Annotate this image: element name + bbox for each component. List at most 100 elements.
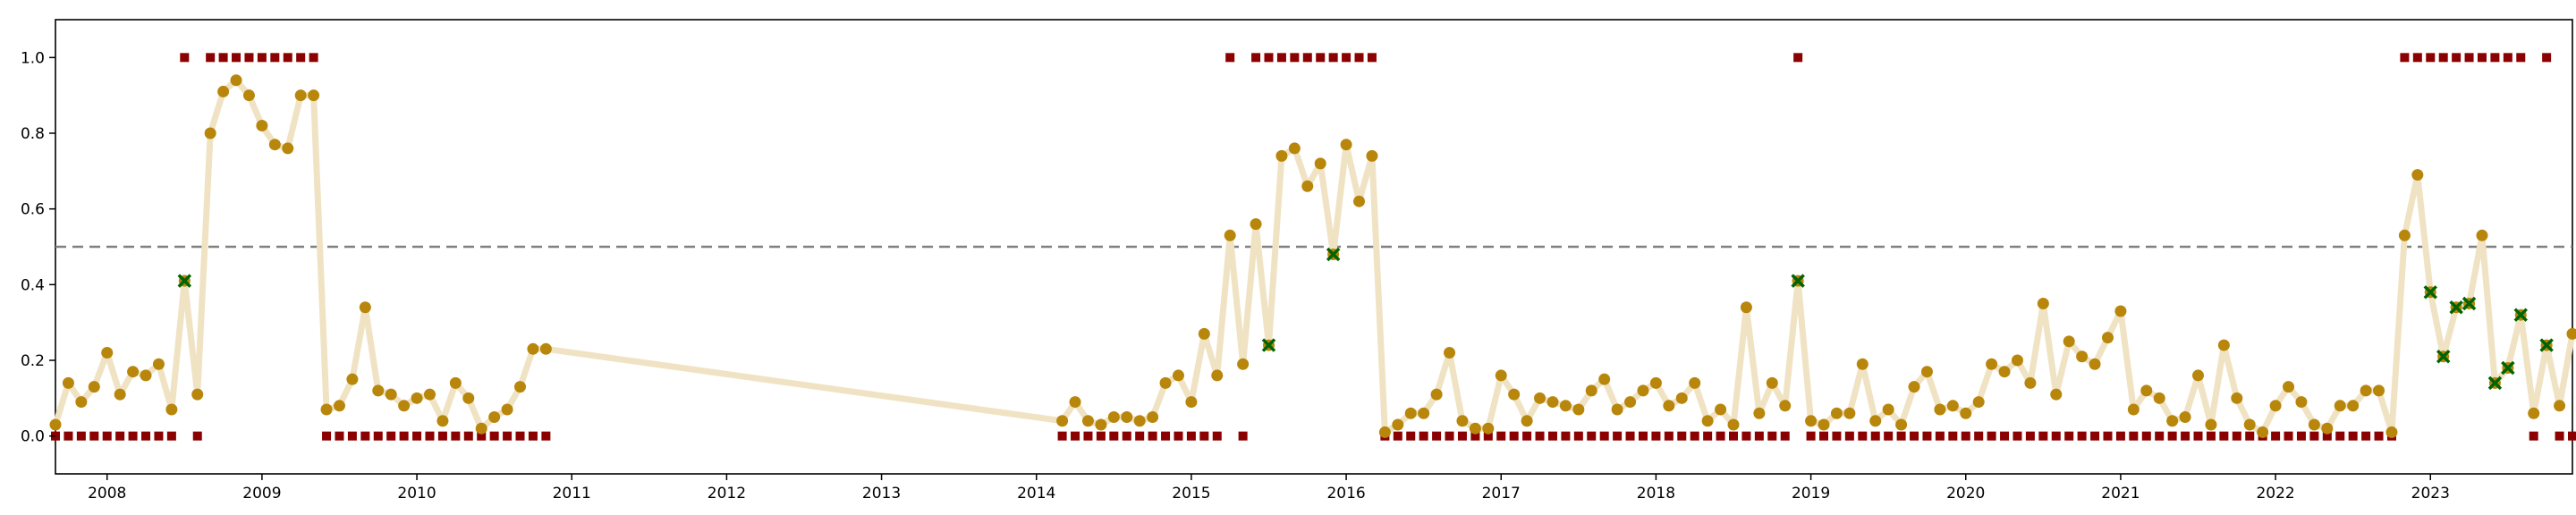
label-marker (2219, 431, 2229, 441)
x-tick-label: 2018 (1637, 485, 1675, 502)
label-marker (1302, 53, 1312, 63)
label-marker (1806, 431, 1816, 441)
label-marker (2232, 431, 2241, 441)
score-point (2153, 392, 2165, 404)
label-marker (2193, 431, 2203, 441)
score-point (449, 376, 462, 389)
score-point (242, 89, 255, 102)
label-marker (2464, 53, 2474, 63)
label-marker (1961, 431, 1970, 441)
score-point (1198, 327, 1210, 340)
score-point (294, 89, 307, 102)
cross-marker (2513, 308, 2529, 322)
score-point (527, 342, 539, 355)
label-marker (192, 431, 202, 441)
score-point (2295, 396, 2308, 409)
score-point (462, 392, 475, 404)
label-marker (2438, 53, 2448, 63)
score-point (1521, 415, 1533, 427)
cross-stroke (177, 274, 192, 288)
score-point (1753, 407, 1766, 419)
label-marker (2181, 431, 2190, 441)
score-point (1856, 358, 1868, 370)
label-marker (1432, 431, 1442, 441)
score-point (2127, 403, 2140, 416)
score-point (2334, 400, 2346, 412)
score-point (2257, 426, 2269, 438)
cross-marker (2501, 360, 2515, 376)
x-tick-label: 2010 (397, 485, 436, 502)
cross-marker (2487, 376, 2503, 391)
label-marker (399, 431, 409, 441)
label-marker (2271, 431, 2281, 441)
label-marker (1057, 431, 1067, 441)
score-point (1869, 415, 1882, 427)
score-point (165, 403, 178, 416)
score-point (1121, 411, 1133, 423)
label-marker (451, 431, 461, 441)
score-point (2308, 418, 2320, 431)
score-point (1908, 381, 1920, 393)
cross-marker (1326, 247, 1341, 262)
cross-stroke (1791, 274, 1805, 288)
x-tick-label: 2023 (2411, 485, 2450, 502)
label-marker (1703, 431, 1713, 441)
score-point (539, 342, 552, 355)
cross-stroke (2487, 376, 2503, 391)
score-point (75, 396, 88, 409)
label-marker (283, 53, 292, 63)
label-marker (1884, 431, 1894, 441)
label-marker (206, 53, 216, 63)
score-point (1275, 149, 1288, 162)
y-tick-label: 0.2 (21, 352, 45, 370)
score-point (2050, 388, 2063, 401)
score-point (1133, 415, 1146, 427)
label-marker (2090, 431, 2100, 441)
label-marker (1406, 431, 1416, 441)
x-tick-label: 2021 (2101, 485, 2140, 502)
score-point (346, 373, 359, 385)
score-point (372, 384, 385, 397)
score-point (1689, 376, 1701, 389)
label-marker (270, 53, 280, 63)
label-marker (1457, 431, 1467, 441)
score-point (1159, 376, 1172, 389)
label-marker (1547, 431, 1557, 441)
label-marker (2064, 431, 2074, 441)
label-marker (489, 431, 499, 441)
score-point (1482, 422, 1495, 435)
label-marker (1664, 431, 1674, 441)
label-marker (2374, 431, 2384, 441)
score-point (488, 411, 501, 423)
score-point (1882, 403, 1894, 416)
cross-stroke (2501, 360, 2515, 376)
label-marker (2503, 53, 2512, 63)
score-point (1960, 407, 1972, 419)
score-point (2385, 426, 2398, 438)
cross-stroke (2539, 338, 2554, 352)
label-marker (1496, 431, 1506, 441)
score-point (1637, 384, 1649, 397)
score-point (423, 388, 436, 401)
label-marker (2322, 431, 2332, 441)
label-marker (2568, 431, 2576, 441)
label-marker (1470, 431, 1480, 441)
score-point (1147, 411, 1159, 423)
score-point (204, 127, 216, 139)
cross-marker (2539, 338, 2554, 352)
label-marker (244, 53, 254, 63)
label-marker (335, 431, 344, 441)
label-marker (412, 431, 422, 441)
label-marker (322, 431, 332, 441)
cross-marker (2449, 300, 2463, 315)
score-point (1456, 415, 1469, 427)
label-marker (1509, 431, 1519, 441)
score-point (49, 418, 62, 431)
score-point (1998, 366, 2011, 378)
label-marker (2012, 431, 2022, 441)
label-marker (2542, 53, 2552, 63)
score-point (1418, 407, 1430, 419)
x-tick-label: 2019 (1792, 485, 1830, 502)
score-point (1934, 403, 1946, 416)
score-point (1469, 422, 1481, 435)
